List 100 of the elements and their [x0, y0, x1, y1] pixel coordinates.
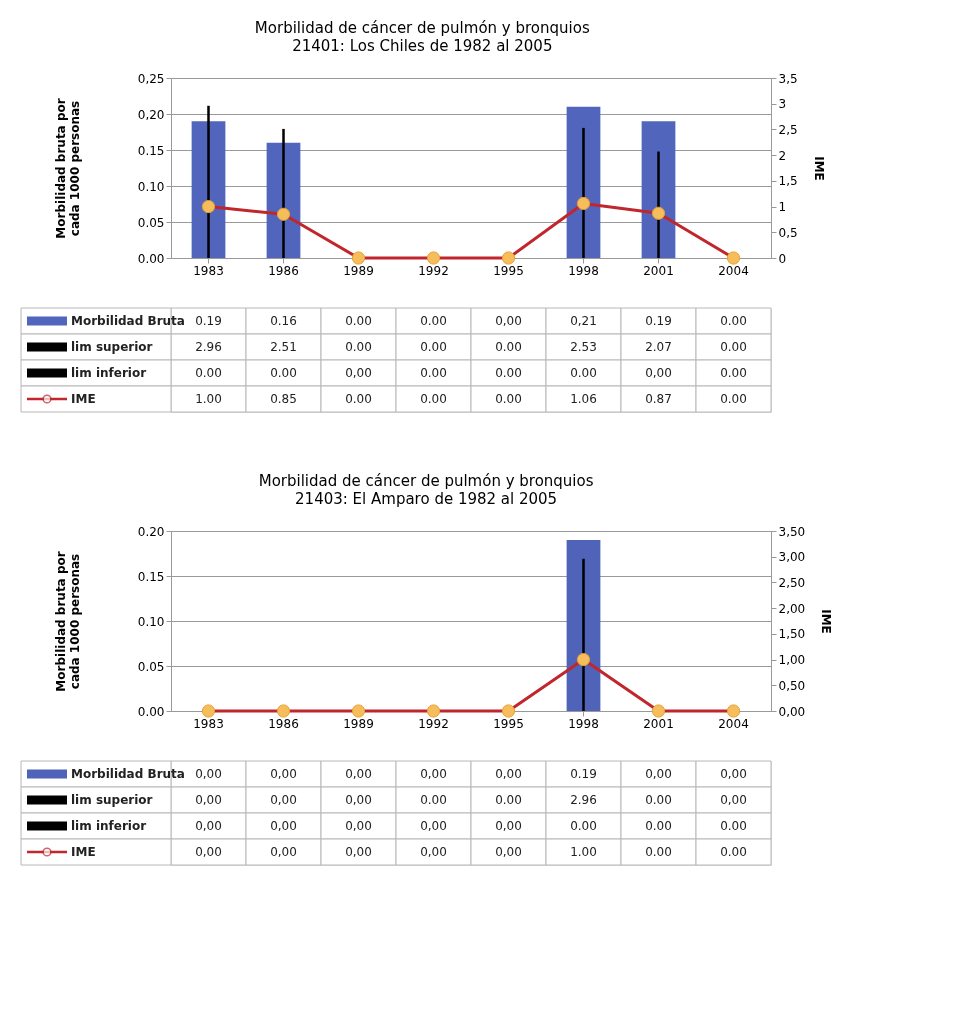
- y-tick-label: 0.15: [137, 569, 165, 584]
- data-label: 0,00: [420, 767, 447, 781]
- data-label: 0.16: [270, 314, 297, 328]
- y-tick-label: 0,20: [137, 107, 165, 122]
- legend-label: lim superior: [71, 340, 153, 354]
- data-label: 0.00: [345, 392, 372, 406]
- data-label: 0.00: [420, 314, 447, 328]
- data-label: 0.00: [270, 366, 297, 380]
- data-label: 0,00: [645, 767, 672, 781]
- data-label: 1.00: [195, 392, 222, 406]
- data-label: 0,00: [420, 845, 447, 859]
- data-label: 2.96: [570, 793, 597, 807]
- data-label: 0,00: [720, 767, 747, 781]
- data-label: 0.00: [570, 366, 597, 380]
- data-label: 0.00: [720, 366, 747, 380]
- data-label: 0.00: [420, 366, 447, 380]
- data-label: 0.00: [195, 366, 222, 380]
- y2-tick-label: 3,00: [778, 550, 806, 565]
- data-label: 0,00: [495, 845, 522, 859]
- data-label: 0.00: [495, 366, 522, 380]
- y-tick-label: 0.15: [137, 143, 165, 158]
- data-label: 0,00: [345, 767, 372, 781]
- data-label: 0.00: [345, 314, 372, 328]
- data-label: 0,00: [270, 819, 297, 833]
- data-label: 0,00: [270, 793, 297, 807]
- data-label: 0.87: [645, 392, 672, 406]
- data-label: 0.00: [645, 845, 672, 859]
- x-tick-label: 1986: [268, 263, 299, 278]
- x-tick-label: 1983: [193, 263, 224, 278]
- data-label: 0.00: [495, 392, 522, 406]
- x-tick-label: 1989: [343, 263, 374, 278]
- y2-tick-label: 2,50: [778, 575, 806, 590]
- y2-tick-label: 1: [778, 200, 787, 215]
- data-label: 0,00: [270, 845, 297, 859]
- data-label: 0,00: [345, 845, 372, 859]
- bar: [207, 105, 210, 258]
- data-label: 0,00: [420, 819, 447, 833]
- data-label: 1.00: [570, 845, 597, 859]
- data-label: 0.00: [570, 819, 597, 833]
- data-label: 0,00: [495, 767, 522, 781]
- y2-tick-label: 1,00: [778, 653, 806, 668]
- y2-axis-title: IME: [819, 609, 834, 634]
- x-tick-label: 1998: [568, 716, 599, 731]
- y-axis-title: Morbilidad bruta por cada 1000 personas: [53, 551, 82, 692]
- data-label: 0.00: [720, 845, 747, 859]
- y-tick-label: 0.10: [137, 614, 165, 629]
- y-tick-label: 0.00: [137, 251, 165, 266]
- chart-subtitle: 21403: El Amparo de 1982 al 2005: [295, 489, 558, 508]
- y2-tick-label: 1,5: [778, 174, 798, 189]
- data-label: 0.00: [720, 392, 747, 406]
- data-label: 0,00: [195, 819, 222, 833]
- y2-tick-label: 0,5: [778, 225, 798, 240]
- data-label: 0.00: [495, 340, 522, 354]
- data-label: 0,00: [195, 767, 222, 781]
- data-label: 0.19: [570, 767, 597, 781]
- y-tick-label: 0.05: [137, 659, 165, 674]
- y-tick-label: 0.00: [137, 704, 165, 719]
- x-tick-label: 2001: [643, 263, 674, 278]
- data-label: 0,00: [495, 314, 522, 328]
- x-tick-label: 2004: [718, 263, 749, 278]
- data-label: 0.00: [645, 819, 672, 833]
- chart-title: Morbilidad de cáncer de pulmón y bronquios: [258, 471, 594, 490]
- y-tick-label: 0.20: [137, 524, 165, 539]
- x-tick-label: 1989: [343, 716, 374, 731]
- data-label: 0.00: [420, 793, 447, 807]
- data-label: 0.00: [345, 340, 372, 354]
- x-tick-label: 2001: [643, 716, 674, 731]
- data-label: 0,00: [270, 767, 297, 781]
- data-label: 0.00: [420, 340, 447, 354]
- y2-tick-label: 2,00: [778, 601, 806, 616]
- data-label: 0.00: [420, 392, 447, 406]
- legend-label: lim superior: [71, 793, 153, 807]
- data-label: 0,21: [570, 314, 597, 328]
- y2-tick-label: 3,5: [778, 71, 798, 86]
- legend-label: IME: [71, 392, 96, 406]
- data-label: 0.00: [720, 340, 747, 354]
- data-label: 2.96: [195, 340, 222, 354]
- legend-label: Morbilidad Bruta: [71, 767, 185, 781]
- y2-tick-label: 1,50: [778, 627, 806, 642]
- data-label: 0.00: [720, 819, 747, 833]
- x-tick-label: 2004: [718, 716, 749, 731]
- legend-label: Morbilidad Bruta: [71, 314, 185, 328]
- data-label: 0.00: [645, 793, 672, 807]
- data-label: 0.00: [720, 314, 747, 328]
- y-tick-label: 0.10: [137, 179, 165, 194]
- y2-tick-label: 3,50: [778, 524, 806, 539]
- data-label: 0.85: [270, 392, 297, 406]
- legend-label: lim inferior: [71, 366, 147, 380]
- data-label: 0.19: [645, 314, 672, 328]
- data-label: 0,00: [195, 845, 222, 859]
- x-tick-label: 1992: [418, 263, 449, 278]
- y2-tick-label: 3: [778, 97, 787, 112]
- data-label: 0,00: [495, 819, 522, 833]
- y2-tick-label: 2,5: [778, 122, 798, 137]
- data-label: 0,00: [345, 793, 372, 807]
- y2-tick-label: 0,50: [778, 678, 806, 693]
- data-label: 0,00: [195, 793, 222, 807]
- data-label: 0.19: [195, 314, 222, 328]
- x-tick-label: 1986: [268, 716, 299, 731]
- data-label: 2.07: [645, 340, 672, 354]
